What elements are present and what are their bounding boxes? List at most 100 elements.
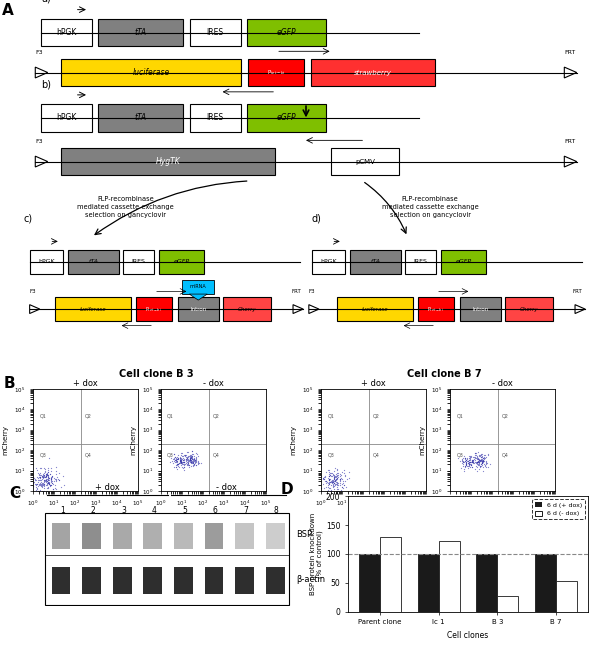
- Point: [179, 465, 188, 475]
- Point: [173, 450, 182, 461]
- Point: [170, 455, 180, 466]
- Text: Q2: Q2: [373, 413, 380, 418]
- Point: [466, 460, 476, 471]
- Point: [167, 456, 176, 467]
- Point: [171, 461, 181, 472]
- Point: [176, 450, 185, 461]
- Point: [463, 456, 473, 467]
- Point: [332, 465, 342, 475]
- FancyBboxPatch shape: [331, 148, 399, 175]
- Point: [330, 463, 340, 474]
- Point: [475, 451, 485, 462]
- Point: [176, 453, 186, 464]
- Point: [323, 478, 332, 488]
- Text: tTA: tTA: [88, 259, 98, 264]
- Point: [41, 476, 51, 486]
- Point: [464, 457, 473, 468]
- Point: [34, 469, 44, 479]
- Point: [332, 478, 341, 488]
- Point: [171, 461, 181, 472]
- Point: [32, 484, 42, 494]
- Point: [336, 485, 346, 496]
- Point: [335, 474, 345, 484]
- X-axis label: eGFP: eGFP: [365, 513, 382, 519]
- Point: [41, 470, 50, 480]
- Point: [461, 459, 470, 470]
- Point: [37, 463, 46, 473]
- Point: [469, 457, 478, 467]
- Point: [467, 457, 476, 468]
- Point: [35, 480, 45, 490]
- Point: [324, 465, 334, 475]
- Point: [176, 457, 186, 468]
- Point: [43, 471, 53, 482]
- Point: [170, 451, 180, 462]
- Point: [467, 455, 476, 465]
- Point: [175, 455, 185, 466]
- Point: [478, 454, 488, 465]
- Point: [38, 486, 47, 496]
- Title: - dox: - dox: [492, 379, 513, 388]
- Point: [460, 453, 470, 463]
- Point: [191, 458, 200, 469]
- Point: [188, 449, 197, 460]
- Point: [323, 479, 332, 490]
- Point: [40, 472, 50, 482]
- Point: [331, 474, 341, 484]
- Point: [181, 449, 190, 460]
- Point: [33, 473, 43, 484]
- Point: [46, 469, 55, 479]
- Point: [189, 456, 199, 467]
- FancyBboxPatch shape: [41, 104, 92, 132]
- Point: [344, 473, 353, 483]
- Point: [332, 478, 342, 489]
- Point: [473, 453, 483, 463]
- Point: [325, 471, 334, 481]
- Point: [325, 479, 334, 490]
- Point: [319, 479, 328, 490]
- Point: [461, 460, 471, 471]
- Point: [323, 482, 333, 492]
- Point: [191, 460, 200, 471]
- FancyBboxPatch shape: [247, 104, 326, 132]
- Point: [47, 473, 56, 483]
- Point: [328, 474, 338, 485]
- Point: [43, 463, 52, 473]
- FancyBboxPatch shape: [113, 523, 131, 549]
- Point: [43, 467, 53, 477]
- Point: [335, 478, 344, 488]
- Point: [34, 479, 43, 490]
- Point: [173, 459, 183, 469]
- Point: [470, 453, 480, 463]
- Point: [183, 456, 193, 467]
- Point: [36, 481, 46, 492]
- Point: [326, 477, 336, 488]
- Y-axis label: mCherry: mCherry: [130, 425, 136, 455]
- Point: [464, 459, 474, 469]
- Point: [480, 459, 490, 470]
- Point: [189, 453, 199, 463]
- Point: [36, 480, 46, 490]
- Text: FRT: FRT: [573, 289, 583, 293]
- Point: [168, 454, 178, 465]
- Point: [468, 457, 478, 468]
- Point: [37, 473, 47, 484]
- Point: [173, 461, 183, 471]
- Polygon shape: [575, 304, 585, 314]
- Point: [184, 458, 193, 469]
- Point: [42, 476, 52, 486]
- Point: [341, 481, 350, 492]
- Point: [47, 478, 57, 488]
- Point: [463, 461, 473, 472]
- Point: [460, 453, 469, 464]
- Point: [181, 454, 191, 465]
- Point: [52, 475, 61, 486]
- Point: [38, 471, 48, 481]
- Point: [43, 476, 53, 487]
- Point: [472, 451, 481, 462]
- Point: [337, 467, 347, 477]
- Point: [325, 478, 334, 489]
- Point: [188, 457, 198, 467]
- Point: [340, 476, 350, 486]
- Point: [320, 476, 330, 486]
